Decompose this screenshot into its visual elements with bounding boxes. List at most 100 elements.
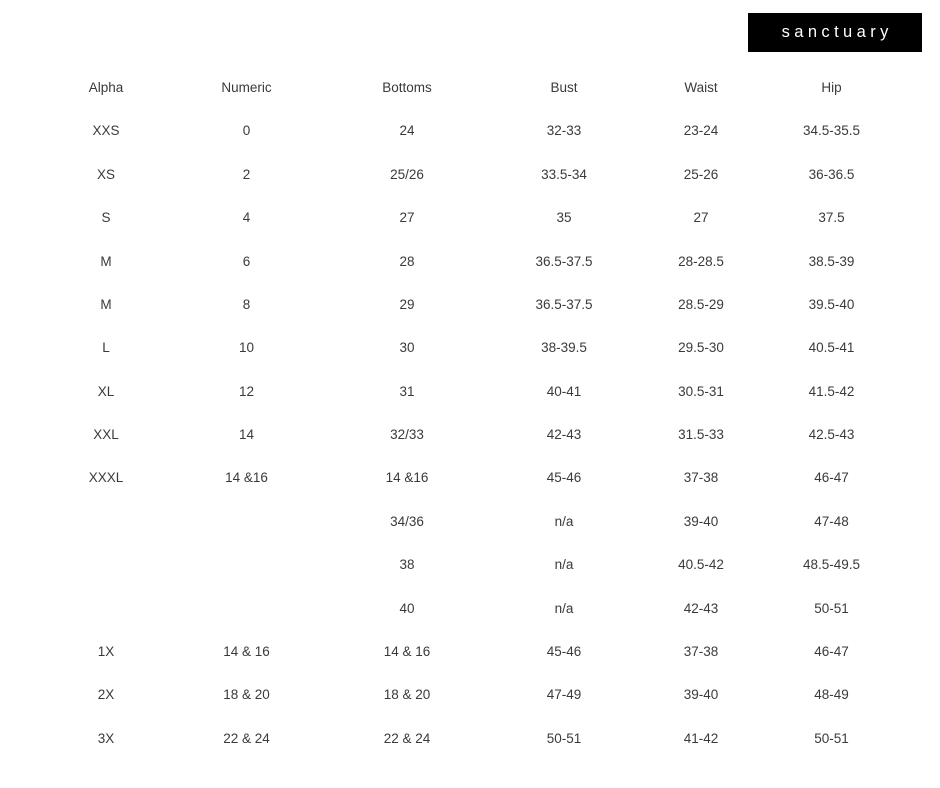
cell-hip: 38.5-39 — [808, 253, 855, 269]
cell-alpha: XXXL — [88, 470, 124, 486]
cell-bust: 36.5-37.5 — [535, 253, 593, 269]
cell-bottoms: 14 & 16 — [383, 644, 431, 660]
cell-hip: 47-48 — [814, 513, 849, 529]
cell-waist: 37-38 — [683, 644, 719, 660]
cell-bottoms: 31 — [399, 383, 415, 399]
cell-hip: 46-47 — [814, 644, 849, 660]
cell-bust: n/a — [554, 513, 574, 529]
table-row: 3X 22 & 24 22 & 24 50-51 41-42 50-51 — [42, 717, 898, 760]
cell-alpha: XXL — [93, 427, 119, 443]
cell-alpha: L — [102, 340, 110, 356]
cell-alpha: M — [100, 253, 112, 269]
table-row: L 10 30 38-39.5 29.5-30 40.5-41 — [42, 326, 898, 369]
cell-bust: 45-46 — [546, 470, 582, 486]
table-header-row: Alpha Numeric Bottoms Bust Waist Hip — [42, 66, 898, 109]
cell-hip: 48-49 — [814, 687, 849, 703]
cell-alpha: XL — [97, 383, 115, 399]
cell-waist: 39-40 — [683, 687, 719, 703]
cell-bottoms: 24 — [399, 123, 415, 139]
cell-hip: 42.5-43 — [808, 427, 855, 443]
brand-wordmark: sanctuary — [781, 23, 893, 42]
cell-bust: 45-46 — [546, 644, 582, 660]
cell-hip: 46-47 — [814, 470, 849, 486]
cell-numeric: 4 — [242, 210, 251, 226]
table-row: M 8 29 36.5-37.5 28.5-29 39.5-40 — [42, 283, 898, 326]
cell-alpha: 3X — [97, 730, 115, 746]
cell-waist: 25-26 — [683, 166, 719, 182]
cell-waist: 23-24 — [683, 123, 719, 139]
cell-bust: n/a — [554, 600, 574, 616]
cell-alpha — [42, 500, 170, 543]
cell-waist: 42-43 — [683, 600, 719, 616]
cell-waist: 29.5-30 — [678, 340, 724, 356]
cell-hip: 50-51 — [814, 600, 849, 616]
cell-waist: 41-42 — [683, 730, 719, 746]
cell-bust: 36.5-37.5 — [535, 296, 593, 312]
cell-numeric: 14 — [238, 427, 255, 443]
cell-waist: 30.5-31 — [678, 383, 724, 399]
cell-alpha: 2X — [97, 687, 115, 703]
cell-hip: 50-51 — [814, 730, 849, 746]
column-header-hip: Hip — [821, 79, 842, 95]
cell-waist: 39-40 — [683, 513, 719, 529]
cell-numeric: 8 — [242, 296, 251, 312]
column-header-waist: Waist — [684, 79, 718, 95]
cell-bust: 50-51 — [546, 730, 582, 746]
cell-bottoms: 22 & 24 — [383, 730, 431, 746]
cell-bust: 32-33 — [546, 123, 582, 139]
cell-alpha: XS — [96, 166, 115, 182]
cell-waist: 31.5-33 — [678, 427, 724, 443]
cell-alpha: M — [100, 296, 112, 312]
cell-bottoms: 28 — [399, 253, 415, 269]
cell-bust: 40-41 — [546, 383, 582, 399]
cell-waist: 40.5-42 — [678, 557, 724, 573]
column-header-bottoms: Bottoms — [382, 79, 432, 95]
table-row: 40 n/a 42-43 50-51 — [42, 587, 898, 630]
table-row: S 4 27 35 27 37.5 — [42, 196, 898, 239]
cell-numeric — [170, 587, 323, 630]
cell-bottoms: 29 — [399, 296, 415, 312]
cell-hip: 36-36.5 — [808, 166, 855, 182]
cell-bottoms: 30 — [399, 340, 415, 356]
cell-bottoms: 34/36 — [390, 513, 424, 529]
cell-hip: 37.5 — [818, 210, 845, 226]
size-chart-table: Alpha Numeric Bottoms Bust Waist Hip XXS… — [42, 66, 898, 760]
cell-bottoms: 38 — [399, 557, 415, 573]
cell-numeric: 18 & 20 — [223, 687, 270, 703]
cell-bottoms: 18 & 20 — [383, 687, 431, 703]
table-row: XL 12 31 40-41 30.5-31 41.5-42 — [42, 370, 898, 413]
cell-numeric: 2 — [242, 166, 251, 182]
cell-alpha — [42, 543, 170, 586]
column-header-numeric: Numeric — [221, 79, 272, 95]
cell-numeric: 6 — [242, 253, 251, 269]
table-row: 38 n/a 40.5-42 48.5-49.5 — [42, 543, 898, 586]
table-row: XXL 14 32/33 42-43 31.5-33 42.5-43 — [42, 413, 898, 456]
cell-numeric: 14 &16 — [225, 470, 268, 486]
column-header-bust: Bust — [550, 79, 578, 95]
cell-hip: 34.5-35.5 — [802, 123, 861, 139]
table-row: 34/36 n/a 39-40 47-48 — [42, 500, 898, 543]
cell-hip: 41.5-42 — [808, 383, 855, 399]
cell-numeric: 10 — [238, 340, 255, 356]
column-header-alpha: Alpha — [88, 79, 124, 95]
cell-bottoms: 32/33 — [390, 427, 424, 443]
cell-hip: 48.5-49.5 — [802, 557, 861, 573]
table-row: 2X 18 & 20 18 & 20 47-49 39-40 48-49 — [42, 673, 898, 716]
cell-waist: 37-38 — [683, 470, 719, 486]
cell-hip: 39.5-40 — [808, 296, 855, 312]
cell-bottoms: 40 — [399, 600, 415, 616]
cell-numeric: 22 & 24 — [223, 730, 270, 746]
cell-waist: 28-28.5 — [678, 253, 724, 269]
cell-bust: 33.5-34 — [541, 166, 587, 182]
table-row: XXS 0 24 32-33 23-24 34.5-35.5 — [42, 109, 898, 152]
cell-bottoms: 14 &16 — [385, 470, 429, 486]
cell-alpha: 1X — [97, 644, 115, 660]
brand-logo: sanctuary — [748, 13, 922, 52]
cell-bust: 35 — [556, 210, 572, 226]
cell-waist: 28.5-29 — [678, 296, 724, 312]
cell-numeric: 12 — [238, 383, 255, 399]
table-row: 1X 14 & 16 14 & 16 45-46 37-38 46-47 — [42, 630, 898, 673]
table-row: M 6 28 36.5-37.5 28-28.5 38.5-39 — [42, 240, 898, 283]
cell-waist: 27 — [693, 210, 709, 226]
cell-bottoms: 27 — [399, 210, 415, 226]
